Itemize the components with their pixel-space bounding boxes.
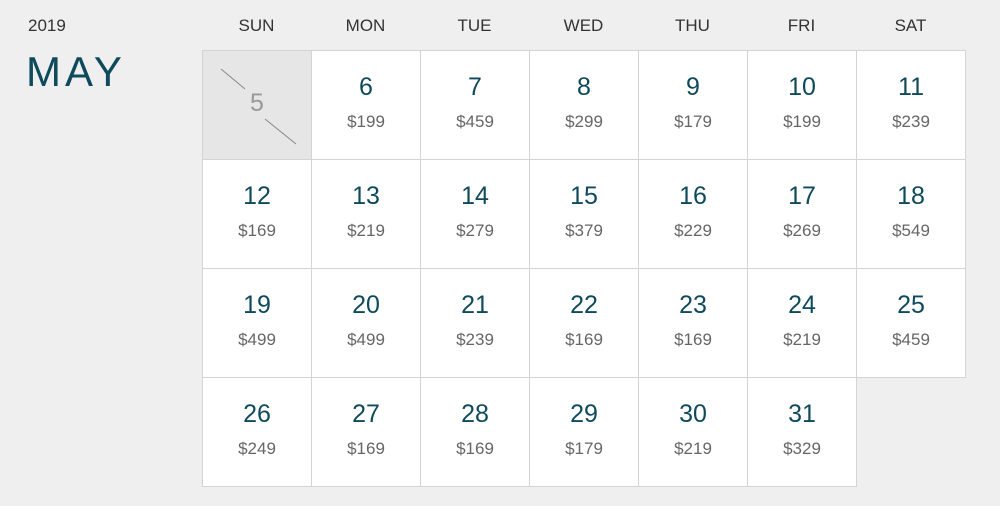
day-cell-unavailable: 5 (202, 50, 312, 160)
day-price: $549 (892, 221, 930, 240)
day-number: 24 (788, 291, 816, 319)
day-price: $169 (347, 439, 385, 458)
day-price: $179 (674, 112, 712, 131)
day-price: $199 (783, 112, 821, 131)
day-number: 7 (468, 73, 482, 101)
day-number: 28 (461, 400, 489, 428)
day-cell[interactable]: 28 $169 (420, 377, 530, 487)
day-cell[interactable]: 20 $499 (311, 268, 421, 378)
year-label: 2019 (28, 16, 66, 35)
day-price: $299 (565, 112, 603, 131)
day-price: $269 (783, 221, 821, 240)
weekday-fri: FRI (787, 16, 816, 35)
day-price: $169 (238, 221, 276, 240)
day-number: 20 (352, 291, 380, 319)
day-cell[interactable]: 10 $199 (747, 50, 857, 160)
day-cell[interactable]: 17 $269 (747, 159, 857, 269)
day-cell[interactable]: 14 $279 (420, 159, 530, 269)
weekday-sun: SUN (238, 16, 275, 35)
day-price: $459 (456, 112, 494, 131)
day-price: $249 (238, 439, 276, 458)
day-cell[interactable]: 6 $199 (311, 50, 421, 160)
day-number: 17 (788, 182, 816, 210)
day-cell[interactable]: 26 $249 (202, 377, 312, 487)
day-number: 27 (352, 400, 380, 428)
day-number: 29 (570, 400, 598, 428)
day-number: 22 (570, 291, 598, 319)
day-price: $459 (892, 330, 930, 349)
day-number: 31 (788, 400, 816, 428)
day-cell[interactable]: 25 $459 (856, 268, 966, 378)
day-price: $169 (456, 439, 494, 458)
day-number: 25 (897, 291, 925, 319)
calendar-grid: 5 6 $199 7 $459 8 $299 9 $179 10 $199 11 $239 12 $169 1… (202, 50, 966, 487)
month-label: MAY (26, 48, 126, 95)
day-cell[interactable]: 30 $219 (638, 377, 748, 487)
day-price: $239 (892, 112, 930, 131)
weekday-sat: SAT (894, 16, 927, 35)
weekday-tue: TUE (457, 16, 492, 35)
day-number: 10 (788, 73, 816, 101)
day-cell[interactable]: 31 $329 (747, 377, 857, 487)
day-number: 9 (686, 73, 700, 101)
day-cell[interactable]: 7 $459 (420, 50, 530, 160)
day-cell[interactable]: 8 $299 (529, 50, 639, 160)
day-cell[interactable]: 15 $379 (529, 159, 639, 269)
day-number: 30 (679, 400, 707, 428)
day-number: 19 (243, 291, 271, 319)
day-cell[interactable]: 16 $229 (638, 159, 748, 269)
day-price: $499 (347, 330, 385, 349)
day-price: $229 (674, 221, 712, 240)
day-price: $199 (347, 112, 385, 131)
day-number: 5 (250, 89, 264, 117)
day-price: $329 (783, 439, 821, 458)
day-price: $169 (565, 330, 603, 349)
day-number: 6 (359, 73, 373, 101)
day-price: $179 (565, 439, 603, 458)
day-cell[interactable]: 29 $179 (529, 377, 639, 487)
day-number: 8 (577, 73, 591, 101)
day-number: 18 (897, 182, 925, 210)
day-number: 21 (461, 291, 489, 319)
day-price: $239 (456, 330, 494, 349)
day-number: 26 (243, 400, 271, 428)
day-cell[interactable]: 12 $169 (202, 159, 312, 269)
day-price: $379 (565, 221, 603, 240)
day-cell[interactable]: 22 $169 (529, 268, 639, 378)
weekday-mon: MON (345, 16, 386, 35)
day-cell[interactable]: 24 $219 (747, 268, 857, 378)
day-number: 13 (352, 182, 380, 210)
day-cell[interactable]: 19 $499 (202, 268, 312, 378)
day-price: $279 (456, 221, 494, 240)
day-price: $219 (347, 221, 385, 240)
day-cell[interactable]: 11 $239 (856, 50, 966, 160)
unavailable-slash-icon (220, 68, 297, 145)
day-cell[interactable]: 9 $179 (638, 50, 748, 160)
day-cell[interactable]: 23 $169 (638, 268, 748, 378)
day-number: 15 (570, 182, 598, 210)
day-number: 16 (679, 182, 707, 210)
day-number: 23 (679, 291, 707, 319)
weekday-thu: THU (675, 16, 710, 35)
day-price: $219 (783, 330, 821, 349)
day-cell[interactable]: 18 $549 (856, 159, 966, 269)
day-price: $219 (674, 439, 712, 458)
day-number: 11 (898, 73, 924, 101)
weekday-wed: WED (563, 16, 604, 35)
day-cell[interactable]: 13 $219 (311, 159, 421, 269)
day-number: 12 (243, 182, 271, 210)
weekday-header: SUN MON TUE WED THU FRI SAT (202, 16, 965, 36)
day-price: $169 (674, 330, 712, 349)
day-number: 14 (461, 182, 489, 210)
day-price: $499 (238, 330, 276, 349)
day-cell[interactable]: 21 $239 (420, 268, 530, 378)
day-cell[interactable]: 27 $169 (311, 377, 421, 487)
